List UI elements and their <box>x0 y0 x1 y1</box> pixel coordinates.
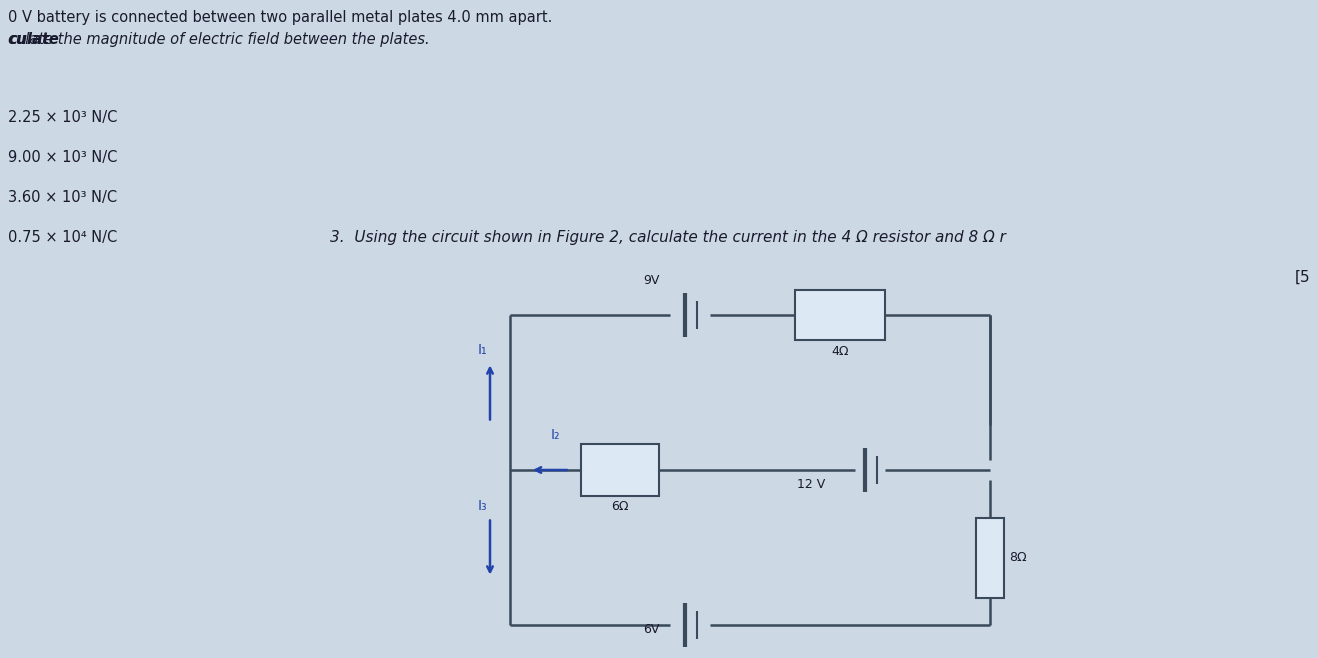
Text: 6V: 6V <box>643 623 660 636</box>
Text: 3.60 × 10³ N/C: 3.60 × 10³ N/C <box>8 190 117 205</box>
Text: 8Ω: 8Ω <box>1010 551 1027 564</box>
Text: 4Ω: 4Ω <box>832 345 849 358</box>
Text: culate the magnitude of electric field between the plates.: culate the magnitude of electric field b… <box>8 32 430 47</box>
Text: [5: [5 <box>1294 270 1310 285</box>
Text: I₃: I₃ <box>477 499 486 513</box>
Text: culate: culate <box>8 32 59 47</box>
Bar <box>795 290 884 340</box>
Text: 6Ω: 6Ω <box>612 500 629 513</box>
Bar <box>977 517 1004 597</box>
Text: 9.00 × 10³ N/C: 9.00 × 10³ N/C <box>8 150 117 165</box>
Text: 2.25 × 10³ N/C: 2.25 × 10³ N/C <box>8 110 117 125</box>
Text: 0.75 × 10⁴ N/C: 0.75 × 10⁴ N/C <box>8 230 117 245</box>
Text: 3.  Using the circuit shown in Figure 2, calculate the current in the 4 Ω resist: 3. Using the circuit shown in Figure 2, … <box>330 230 1006 245</box>
Text: 12 V: 12 V <box>797 478 825 491</box>
Text: 0 V battery is connected between two parallel metal plates 4.0 mm apart.: 0 V battery is connected between two par… <box>8 10 552 25</box>
Text: I₂: I₂ <box>550 428 560 442</box>
Bar <box>581 444 659 496</box>
Text: 9V: 9V <box>643 274 660 287</box>
Text: I₁: I₁ <box>477 343 486 357</box>
